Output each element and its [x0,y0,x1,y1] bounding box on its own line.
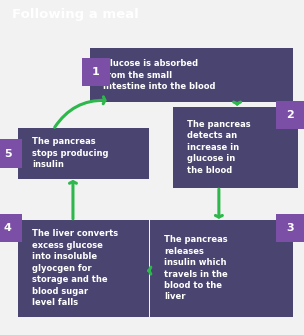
FancyBboxPatch shape [173,107,298,188]
FancyBboxPatch shape [150,220,293,317]
FancyBboxPatch shape [276,101,304,129]
Text: 4: 4 [4,223,12,233]
FancyBboxPatch shape [276,214,304,243]
Text: 3: 3 [286,223,294,233]
Text: The liver converts
excess glucose
into insoluble
glyocgen for
storage and the
bl: The liver converts excess glucose into i… [32,229,118,307]
Text: The pancreas
detects an
increase in
glucose in
the blood: The pancreas detects an increase in gluc… [187,120,250,175]
Text: The pancreas
releases
insulin which
travels in the
blood to the
liver: The pancreas releases insulin which trav… [164,235,228,302]
Text: 1: 1 [92,67,100,77]
FancyBboxPatch shape [90,48,293,102]
Text: Glucose is absorbed
from the small
intestine into the blood: Glucose is absorbed from the small intes… [103,59,216,91]
Text: 2: 2 [286,110,294,120]
FancyBboxPatch shape [18,220,149,317]
FancyBboxPatch shape [0,139,22,168]
FancyBboxPatch shape [82,58,110,86]
Text: The pancreas
stops producing
insulin: The pancreas stops producing insulin [32,137,109,169]
Text: Following a meal: Following a meal [12,8,139,21]
FancyBboxPatch shape [0,214,22,243]
FancyBboxPatch shape [18,128,149,179]
Text: 5: 5 [4,148,12,158]
